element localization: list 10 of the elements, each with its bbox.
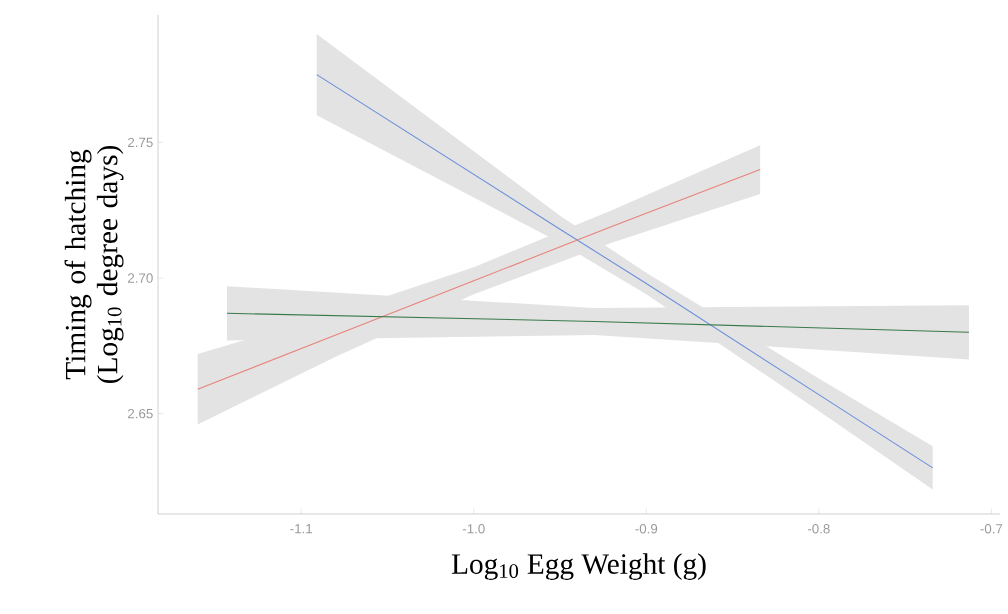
- y-tick-label: 2.70: [128, 273, 153, 283]
- x-tick-label: -0.9: [635, 524, 658, 534]
- x-tick-label: -1.0: [462, 524, 485, 534]
- x-tick-label: -1.1: [290, 524, 313, 534]
- x-tick-label: -0.7: [980, 524, 1003, 534]
- line-series: [197, 169, 761, 390]
- x-axis-title: Log$_{10}$ Egg Weight (g): [451, 553, 706, 580]
- x-tick-label: -0.8: [807, 524, 830, 534]
- y-tick-label: 2.65: [128, 408, 153, 419]
- y-tick-label: 2.75: [128, 137, 153, 148]
